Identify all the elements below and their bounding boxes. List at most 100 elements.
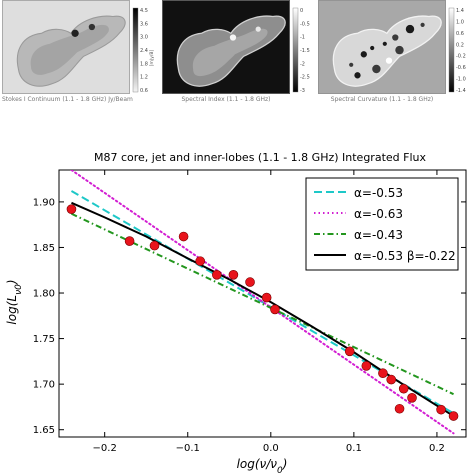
y-tick-label: 1.80	[33, 289, 55, 300]
integrated-flux-chart: M87 core, jet and inner-lobes (1.1 - 1.8…	[5, 151, 467, 475]
curvature-spot	[370, 45, 375, 51]
curvature-spot	[395, 45, 404, 55]
bright-spot	[255, 26, 261, 32]
colorbar-tick-label: -1.0	[456, 77, 466, 83]
curvature-spot	[385, 57, 393, 64]
y-tick-label: 1.75	[33, 334, 55, 345]
legend: α=-0.53 α=-0.63 α=-0.43 α=-0.53 β=-0.22	[305, 177, 459, 271]
y-tick-label: 1.90	[33, 197, 55, 208]
map-image: 4.5 3.6 3.0 2.4 1.8 1.2 0.6 [mJy/B]	[2, 0, 155, 94]
colorbar-tick-label: 0.2	[456, 42, 464, 48]
colorbar-tick-label: 1.0	[456, 19, 464, 25]
colorbar-unit: [mJy/B]	[149, 50, 155, 67]
map-frame	[2, 0, 130, 94]
map-image: 0 -0.5 -1 -1.5 -2 -2.5 -3	[162, 0, 310, 94]
legend-label: α=-0.53 β=-0.22	[354, 249, 456, 263]
map-frame	[162, 0, 290, 94]
plot-area: −0.2 −0.1 0.0 0.1 0.2 1.65 1.70 1.75 1.80 1.85 1.9…	[33, 169, 467, 454]
emission-region	[332, 15, 442, 87]
chart-title: M87 core, jet and inner-lobes (1.1 - 1.8…	[94, 151, 426, 164]
series-line	[71, 212, 454, 396]
colorbar-tick-label: 1.2	[140, 75, 148, 81]
data-point	[361, 361, 372, 371]
jet-knot	[88, 23, 96, 31]
data-point	[124, 236, 135, 246]
colorbar-tick-label: 1.4	[456, 8, 464, 14]
core-spot	[71, 29, 79, 37]
colorbar-tick-label: 0.6	[140, 88, 148, 94]
inner-region	[192, 28, 268, 77]
x-axis-label: log(ν/ν0)	[237, 457, 288, 475]
data-point	[270, 304, 280, 315]
series-line	[71, 201, 455, 417]
data-point	[195, 256, 206, 266]
colorbar-tick-label: -1	[300, 35, 305, 41]
colorbar-tick-label: -0.5	[300, 21, 310, 27]
colorbar-tick-label: 4.5	[140, 8, 148, 14]
data-point	[436, 404, 446, 415]
colorbar-tick-label: 1.8	[140, 61, 148, 67]
data-point	[178, 231, 189, 242]
curvature-spot	[354, 72, 361, 79]
curvature-spot	[392, 34, 399, 41]
series-line	[70, 190, 455, 415]
data-point	[66, 204, 77, 214]
data-point	[149, 240, 160, 251]
colorbar-tick-label: -1.5	[300, 48, 310, 54]
data-point	[398, 383, 409, 394]
x-tick-label: −0.2	[93, 443, 117, 454]
colorbar-tick-label: -1.4	[456, 88, 466, 94]
map-image: 1.4 1.0 0.6 0.2 -0.2 -0.6 -1.0 -1.4	[318, 0, 466, 94]
plot-frame	[58, 169, 467, 438]
y-tick-label: 1.65	[33, 425, 55, 436]
colorbar-tick-label: 2.4	[140, 48, 148, 54]
y-tick-label: 1.85	[33, 243, 55, 254]
legend-label: α=-0.53	[354, 186, 403, 200]
data-point	[344, 346, 355, 357]
data-point	[261, 292, 272, 303]
x-tick-label: 0.0	[263, 443, 279, 454]
panel-title: Stokes I Continuum (1.1 - 1.8 GHz) Jy/Be…	[2, 96, 133, 103]
colorbar-tick-label: 3.0	[140, 35, 148, 41]
data-point	[245, 277, 255, 287]
inner-contour	[30, 24, 109, 75]
x-tick-label: 0.2	[429, 443, 445, 454]
colorbar-tick-label: -0.2	[456, 54, 466, 60]
stokes-i-continuum-map: 4.5 3.6 3.0 2.4 1.8 1.2 0.6 [mJy/B] Stokes I Co…	[2, 0, 156, 108]
spectral-index-map: 0 -0.5 -1 -1.5 -2 -2.5 -3 Spectral Index (1.1 …	[162, 0, 316, 108]
bright-spot	[229, 34, 237, 41]
colorbar-tick-label: -2	[300, 61, 305, 67]
data-point	[228, 269, 239, 280]
data-point	[212, 269, 222, 280]
data-point	[448, 411, 459, 421]
colorbar-tick-label: 0.6	[456, 31, 464, 37]
data-point	[378, 368, 388, 379]
data-point	[386, 374, 397, 385]
legend-label: α=-0.63	[354, 207, 403, 221]
data-point	[407, 393, 417, 403]
data-point	[394, 403, 405, 414]
curvature-spot	[382, 41, 387, 46]
spectral-curvature-map: 1.4 1.0 0.6 0.2 -0.2 -0.6 -1.0 -1.4 Spectral Cu…	[318, 0, 472, 108]
curvature-spot	[420, 22, 425, 27]
colorbar	[448, 7, 455, 93]
curvature-spot	[372, 64, 381, 74]
x-tick-label: 0.1	[346, 443, 362, 454]
colorbar-tick-label: -2.5	[300, 75, 310, 81]
y-tick-label: 1.70	[33, 380, 55, 391]
x-tick-label: −0.1	[176, 443, 200, 454]
colorbar-tick-label: -0.6	[456, 65, 466, 71]
map-frame	[318, 0, 446, 94]
curvature-spot	[360, 51, 367, 58]
colorbar-tick-label: 3.6	[140, 21, 148, 27]
y-axis-label: log(Lν0)	[5, 279, 24, 324]
curvature-spot	[349, 62, 354, 67]
legend-label: α=-0.43	[354, 228, 403, 242]
colorbar	[132, 7, 139, 93]
panel-title: Spectral Curvature (1.1 - 1.8 GHz)	[330, 96, 434, 103]
curvature-spot	[405, 24, 415, 34]
colorbar-tick-label: 0	[300, 8, 303, 14]
colorbar	[292, 7, 299, 93]
series-line	[70, 170, 455, 435]
colorbar-tick-label: -3	[300, 88, 305, 94]
